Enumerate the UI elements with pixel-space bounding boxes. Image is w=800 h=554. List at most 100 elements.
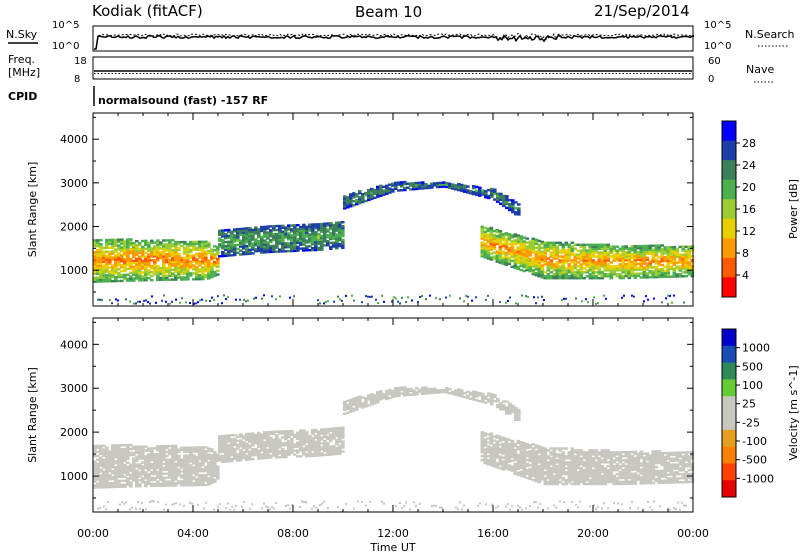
heatmap-cell (567, 463, 572, 466)
heatmap-cell (355, 193, 359, 196)
heatmap-cell (207, 241, 211, 245)
heatmap-cell (335, 427, 339, 430)
heatmap-cell (269, 440, 273, 443)
heatmap-cell (681, 263, 686, 266)
heatmap-cell (266, 247, 270, 250)
heatmap-cell (672, 267, 677, 270)
heatmap-cell (230, 442, 234, 445)
heatmap-cell (463, 300, 465, 303)
heatmap-cell (654, 479, 659, 483)
heatmap-cell (516, 250, 521, 253)
heatmap-cell (648, 478, 653, 481)
heatmap-cell (150, 463, 154, 466)
heatmap-cell (519, 464, 524, 468)
heatmap-cell (651, 272, 656, 275)
heatmap-cell (198, 452, 202, 455)
heatmap-cell (486, 441, 491, 444)
heatmap-cell (534, 444, 539, 447)
heatmap-cell (162, 253, 166, 256)
heatmap-cell (201, 275, 205, 279)
heatmap-cell (666, 250, 671, 253)
heatmap-cell (138, 273, 142, 276)
heatmap-cell (385, 190, 389, 193)
heatmap-cell (496, 192, 500, 195)
heatmap-cell (421, 295, 423, 298)
heatmap-cell (630, 256, 635, 260)
heatmap-cell (514, 414, 518, 417)
heatmap-cell (509, 296, 511, 299)
heatmap-cell (642, 476, 647, 479)
heatmap-cell (600, 259, 605, 262)
heatmap-cell (639, 258, 644, 262)
heatmap-cell (213, 255, 217, 258)
heatmap-cell (263, 447, 267, 450)
heatmap-cell (207, 463, 211, 466)
heatmap-cell (597, 302, 599, 305)
heatmap-cell (248, 228, 252, 232)
heatmap-cell (379, 188, 383, 191)
heatmap-cell (126, 479, 130, 482)
heatmap-cell (666, 252, 671, 255)
heatmap-cell (257, 239, 261, 243)
heatmap-cell (627, 276, 632, 280)
heatmap-cell (645, 474, 650, 477)
heatmap-cell (513, 442, 518, 446)
heatmap-cell (561, 469, 566, 472)
heatmap-cell (681, 255, 686, 258)
heatmap-cell (302, 237, 306, 240)
heatmap-cell (588, 273, 593, 276)
heatmap-cell (492, 233, 497, 237)
heatmap-cell (630, 266, 635, 270)
heatmap-cell (204, 273, 208, 277)
heatmap-cell (489, 238, 494, 241)
heatmap-cell (216, 477, 220, 480)
heatmap-cell (519, 458, 524, 462)
heatmap-cell (275, 450, 279, 453)
heatmap-cell (308, 235, 312, 238)
heatmap-cell (633, 258, 638, 262)
heatmap-cell (311, 444, 315, 448)
heatmap-cell (480, 251, 485, 254)
heatmap-cell (582, 249, 587, 252)
heatmap-cell (585, 251, 590, 254)
heatmap-cell (612, 451, 617, 454)
heatmap-cell (204, 268, 208, 271)
heatmap-cell (189, 484, 193, 487)
y-tick-label: 3000 (60, 177, 88, 190)
heatmap-cell (510, 246, 515, 249)
heatmap-cell (351, 294, 353, 297)
heatmap-cell (657, 256, 662, 259)
heatmap-cell (311, 438, 315, 442)
heatmap-cell (519, 241, 524, 244)
heatmap-cell (257, 236, 261, 239)
heatmap-cell (266, 444, 270, 448)
heatmap-cell (329, 433, 333, 436)
heatmap-cell (224, 442, 228, 445)
heatmap-cell (448, 184, 452, 187)
heatmap-cell (645, 456, 650, 459)
heatmap-cell (138, 479, 142, 482)
heatmap-cell (439, 185, 443, 188)
heatmap-cell (254, 242, 258, 245)
heatmap-cell (343, 408, 347, 411)
heatmap-cell (105, 250, 109, 253)
heatmap-cell (681, 249, 686, 252)
heatmap-cell (290, 245, 294, 249)
heatmap-cell (603, 265, 608, 268)
heatmap-cell (654, 465, 659, 469)
nsky-tick-high: 10^5 (52, 20, 79, 31)
heatmap-cell (358, 399, 362, 402)
heatmap-cell (162, 274, 166, 278)
heatmap-cell (223, 294, 225, 297)
heatmap-cell (516, 236, 521, 239)
heatmap-cell (435, 297, 437, 300)
heatmap-cell (498, 435, 503, 438)
heatmap-cell (531, 466, 536, 470)
heatmap-cell (552, 455, 557, 458)
heatmap-cell (409, 389, 413, 393)
heatmap-cell (281, 453, 285, 457)
heatmap-cell (260, 443, 264, 446)
heatmap-cell (227, 448, 231, 451)
heatmap-cell (198, 477, 202, 481)
heatmap-cell (507, 442, 512, 446)
